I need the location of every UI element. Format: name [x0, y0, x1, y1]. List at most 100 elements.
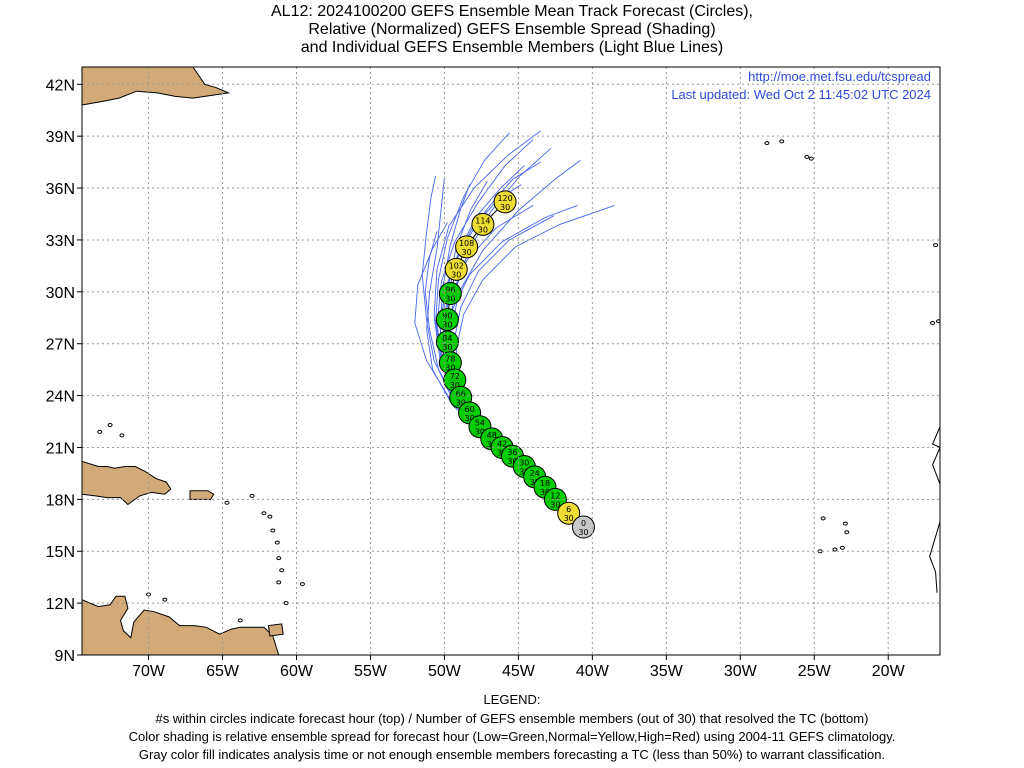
- site-url[interactable]: http://moe.met.fsu.edu/tcspread: [748, 69, 931, 84]
- x-tick-label: 65W: [206, 663, 240, 680]
- x-tick-label: 60W: [280, 663, 314, 680]
- forecast-hour-label: 114: [475, 216, 490, 225]
- member-count-label: 30: [478, 225, 488, 234]
- member-count-label: 30: [450, 381, 460, 390]
- forecast-hour-label: 84: [442, 334, 452, 343]
- forecast-hour-label: 42: [497, 439, 507, 448]
- y-tick-label: 15N: [46, 544, 75, 561]
- island: [951, 325, 955, 328]
- legend-line-2: Color shading is relative ensemble sprea…: [128, 729, 896, 744]
- member-count-label: 30: [451, 270, 461, 279]
- member-count-label: 30: [550, 500, 560, 509]
- y-tick-label: 33N: [46, 233, 75, 250]
- island: [107, 422, 113, 427]
- legend-heading: LEGEND:: [483, 692, 541, 707]
- last-updated: Last updated: Wed Oct 2 11:45:02 UTC 202…: [671, 87, 931, 102]
- land-hispaniola-puerto-rico: [82, 460, 172, 506]
- track-circle: [444, 257, 468, 281]
- island: [842, 521, 848, 526]
- member-count-label: 30: [500, 203, 510, 212]
- island: [261, 511, 267, 516]
- legend-line-3: Gray color fill indicates analysis time …: [138, 747, 886, 762]
- mean-track-point: 030: [571, 515, 595, 539]
- member-track-line: [426, 177, 482, 434]
- island: [162, 597, 168, 602]
- forecast-hour-label: 66: [456, 389, 466, 398]
- forecast-hour-label: 24: [530, 469, 540, 478]
- forecast-hour-label: 30: [519, 458, 529, 467]
- y-tick-label: 27N: [46, 337, 75, 354]
- island: [224, 500, 230, 505]
- island: [279, 568, 285, 573]
- forecast-hour-label: 48: [487, 431, 497, 440]
- forecast-hour-label: 36: [507, 448, 517, 457]
- member-count-label: 30: [564, 514, 574, 523]
- member-count-label: 30: [442, 343, 452, 352]
- plot-area: 1203011430108301023096309030843078307230…: [82, 67, 955, 655]
- island: [839, 545, 845, 550]
- island: [779, 139, 785, 144]
- island: [936, 319, 940, 324]
- island: [808, 156, 814, 161]
- forecast-hour-label: 54: [475, 419, 485, 428]
- forecast-hour-label: 90: [442, 311, 452, 320]
- land-puerto-rico: [189, 490, 215, 500]
- x-tick-label: 35W: [650, 663, 684, 680]
- member-track-line: [414, 222, 482, 434]
- member-count-label: 30: [540, 488, 550, 497]
- y-tick-label: 36N: [46, 181, 75, 198]
- chart-title-line-1: AL12: 2024100200 GEFS Ensemble Mean Trac…: [271, 3, 753, 20]
- member-count-label: 30: [445, 364, 455, 373]
- island: [820, 516, 826, 521]
- chart-title-line-2: Relative (Normalized) GEFS Ensemble Spre…: [308, 21, 716, 38]
- plot-frame: [81, 66, 941, 656]
- forecast-hour-label: 0: [581, 519, 586, 528]
- forecast-hour-label: 120: [497, 194, 512, 203]
- island: [804, 154, 810, 159]
- island: [832, 547, 838, 552]
- island: [276, 580, 282, 585]
- island: [270, 528, 276, 533]
- island: [274, 540, 280, 545]
- island: [237, 618, 243, 623]
- island: [933, 243, 939, 248]
- chart-title-line-3: and Individual GEFS Ensemble Members (Li…: [300, 39, 724, 56]
- y-tick-label: 12N: [46, 596, 75, 613]
- island: [249, 493, 255, 498]
- member-count-label: 30: [442, 320, 452, 329]
- track-circle: [455, 235, 479, 259]
- island: [276, 556, 282, 561]
- forecast-hour-label: 60: [464, 405, 474, 414]
- land-trinidad: [267, 623, 284, 637]
- member-count-label: 30: [456, 398, 466, 407]
- member-count-label: 30: [445, 295, 455, 304]
- x-tick-label: 50W: [428, 663, 462, 680]
- member-track-line: [455, 204, 615, 434]
- track-circle: [557, 501, 581, 525]
- y-tick-label: 42N: [46, 77, 75, 94]
- forecast-hour-label: 18: [540, 479, 550, 488]
- member-count-label: 30: [475, 428, 485, 437]
- member-count-label: 30: [507, 457, 517, 466]
- land-south-america: [82, 595, 280, 655]
- forecast-hour-label: 6: [566, 505, 571, 514]
- member-count-label: 30: [462, 248, 472, 257]
- x-tick-label: 20W: [872, 663, 906, 680]
- island: [930, 320, 936, 325]
- y-tick-label: 9N: [55, 648, 75, 665]
- x-tick-label: 25W: [798, 663, 832, 680]
- mean-track-point: 630: [557, 501, 581, 525]
- forecast-hour-label: 72: [450, 372, 460, 381]
- track-circle: [471, 212, 495, 236]
- island: [844, 530, 850, 535]
- island: [299, 582, 305, 587]
- member-count-label: 30: [464, 414, 474, 423]
- x-tick-label: 45W: [502, 663, 536, 680]
